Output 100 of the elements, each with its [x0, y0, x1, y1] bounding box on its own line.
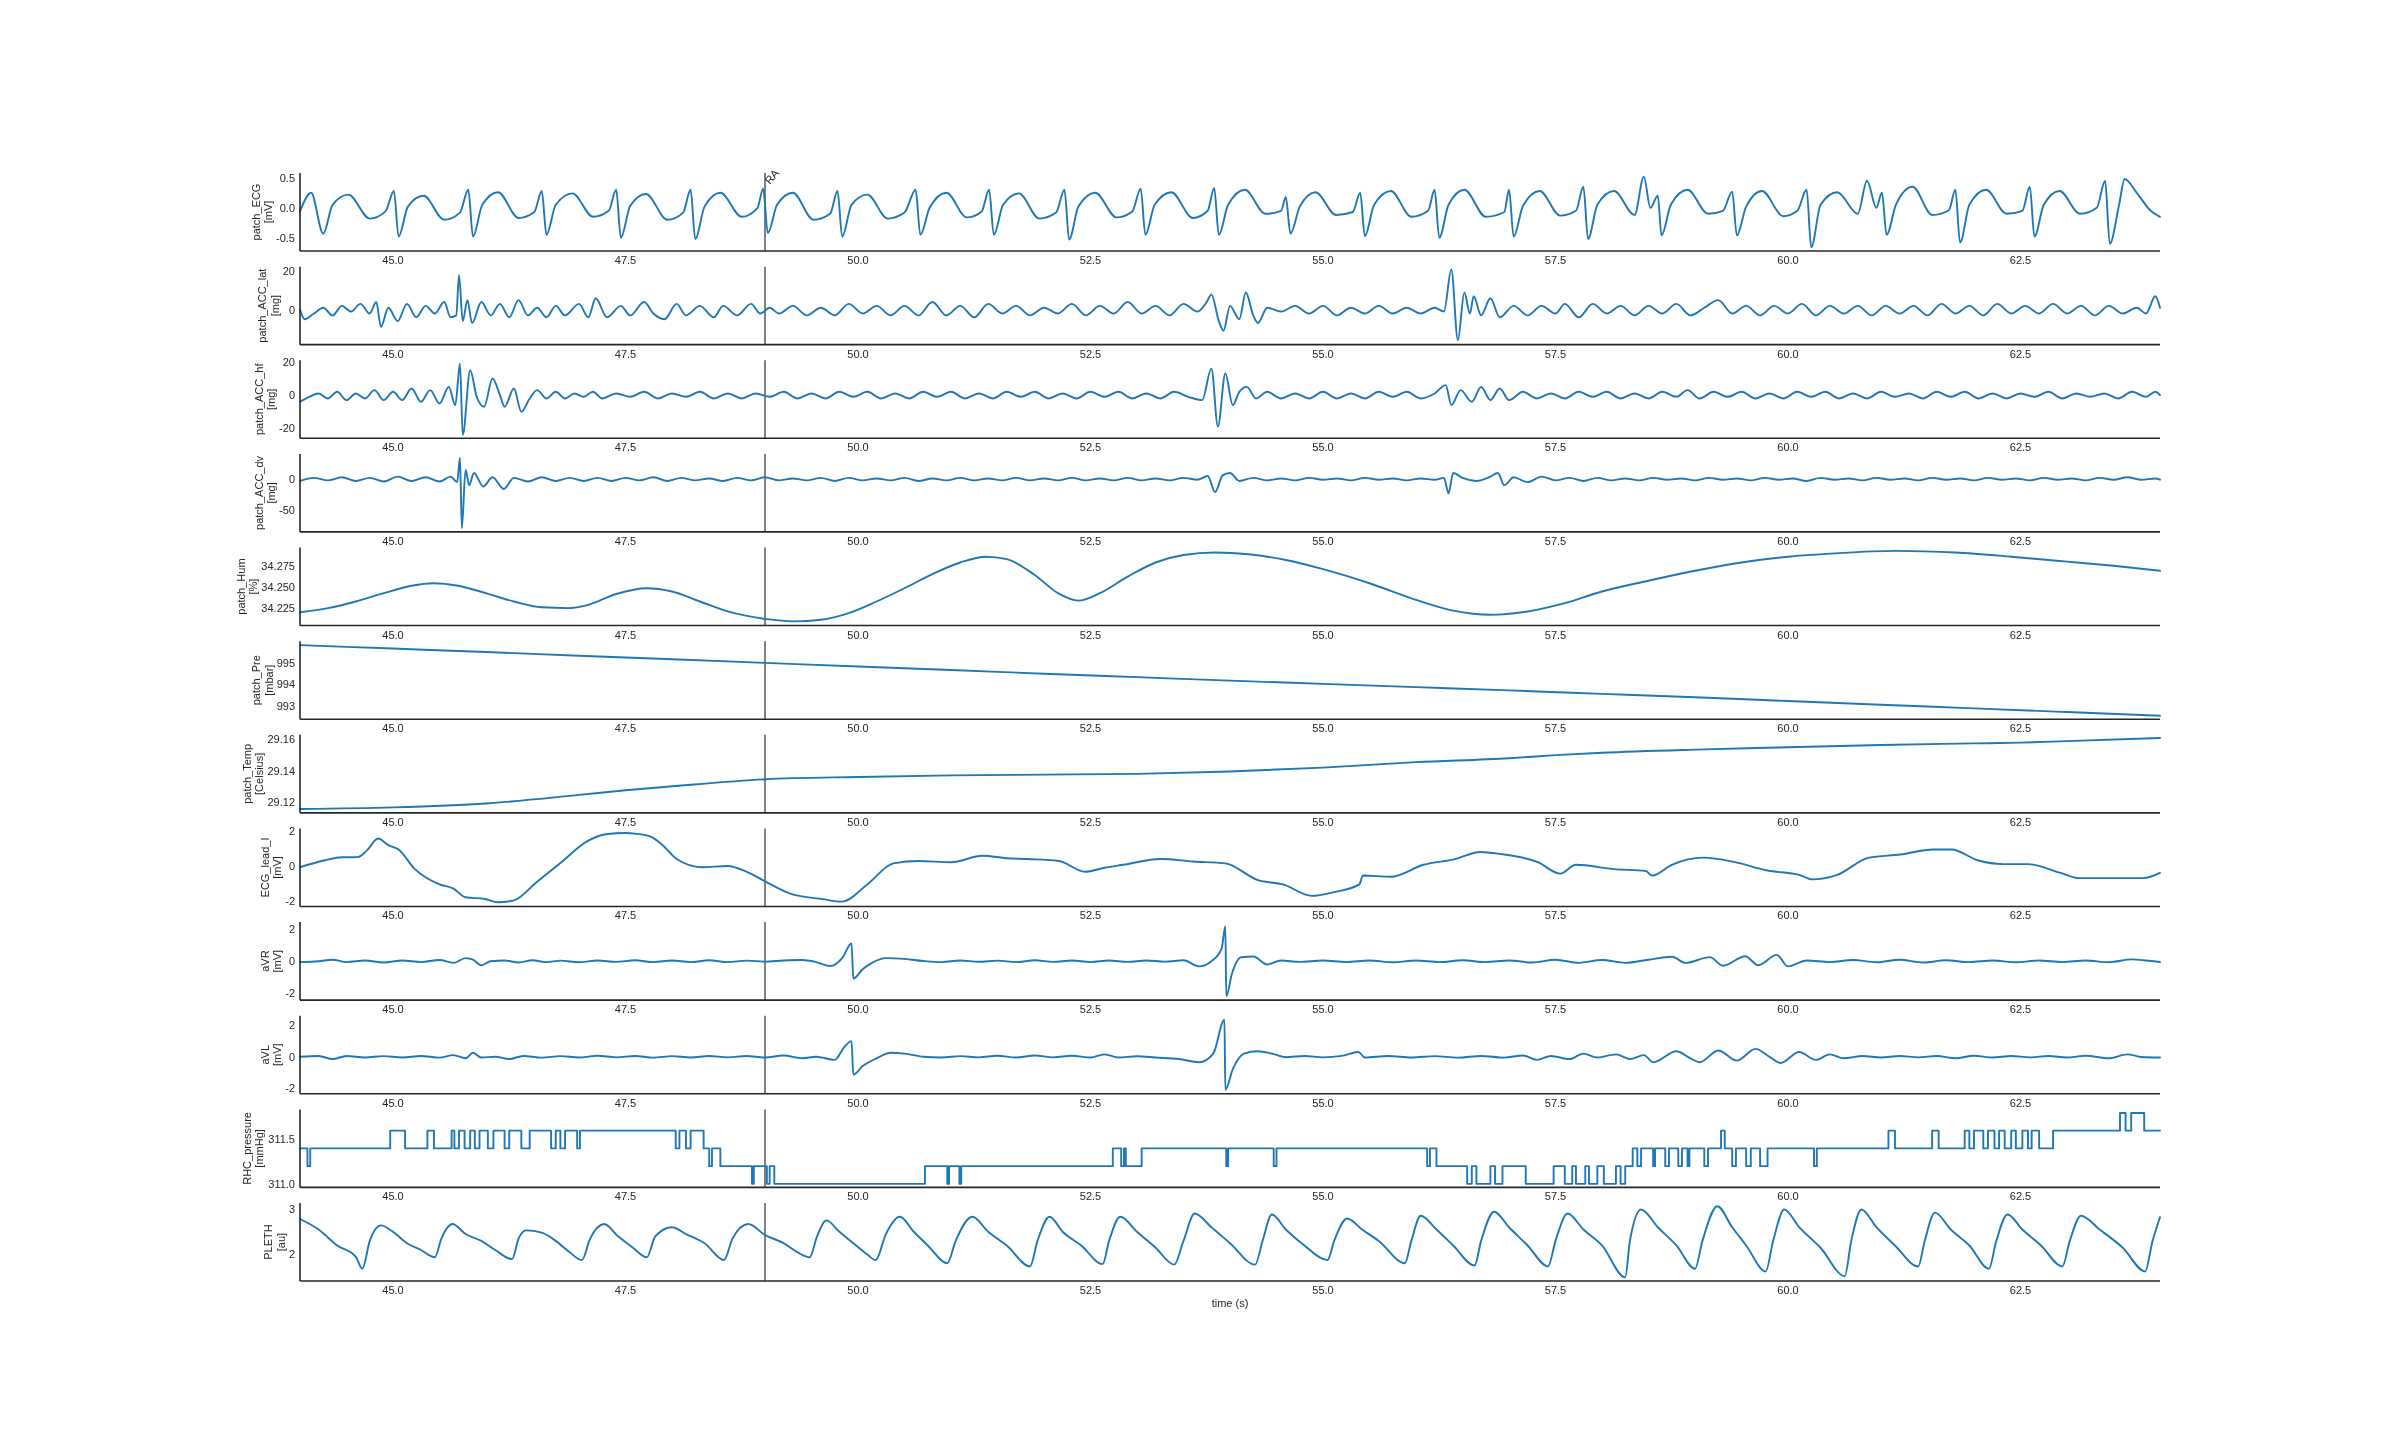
y-tick-label: 2 — [288, 825, 295, 838]
x-tick-label: 57.5 — [1544, 254, 1567, 266]
x-tick-label: 45.0 — [382, 1003, 404, 1016]
x-tick-label: 50.0 — [847, 534, 869, 547]
y-tick-label: -2 — [285, 1081, 295, 1094]
x-tick-label: 50.0 — [847, 628, 869, 641]
x-tick-label: 45.0 — [382, 909, 404, 922]
x-tick-label: 57.5 — [1544, 815, 1567, 828]
y-tick-label: 20 — [282, 355, 295, 368]
y-tick-label: 34.225 — [261, 601, 295, 614]
y-tick-label: -2 — [285, 894, 295, 907]
y-axis-title: patch_ACC_dv [mg] — [252, 455, 278, 530]
x-tick-label: 45.0 — [382, 722, 404, 735]
y-axis-title: patch_Temp [Celsius] — [240, 743, 266, 804]
y-tick-label: 29.16 — [267, 733, 295, 746]
x-tick-label: 57.5 — [1544, 1096, 1567, 1109]
y-tick-label: -2 — [285, 986, 295, 999]
x-tick-label: 55.0 — [1312, 534, 1334, 547]
x-tick-label: 52.5 — [1079, 815, 1102, 828]
x-tick-label: 57.5 — [1544, 1003, 1567, 1016]
x-tick-label: 50.0 — [847, 441, 869, 454]
x-tick-label: 55.0 — [1312, 1284, 1334, 1297]
x-tick-label: 55.0 — [1312, 254, 1334, 266]
x-tick-label: 60.0 — [1777, 815, 1799, 828]
x-tick-label: 45.0 — [382, 441, 404, 454]
x-tick-label: 52.5 — [1079, 628, 1102, 641]
x-tick-label: 47.5 — [614, 347, 637, 360]
y-tick-label: 2 — [288, 1248, 295, 1261]
x-tick-label: 45.0 — [382, 1190, 404, 1203]
y-tick-label: 0 — [288, 1050, 295, 1063]
x-tick-label: 62.5 — [2009, 628, 2032, 641]
x-tick-label: 62.5 — [2009, 1190, 2032, 1203]
x-tick-label: 57.5 — [1544, 722, 1567, 735]
x-tick-label: 45.0 — [382, 254, 404, 266]
x-tick-label: 45.0 — [382, 815, 404, 828]
x-tick-label: 50.0 — [847, 1190, 869, 1203]
x-tick-label: 47.5 — [614, 534, 637, 547]
x-tick-label: 57.5 — [1544, 534, 1567, 547]
x-tick-label: 60.0 — [1777, 1284, 1799, 1297]
y-tick-label: 20 — [282, 265, 295, 278]
x-tick-label: 60.0 — [1777, 254, 1799, 266]
x-tick-label: 62.5 — [2009, 815, 2032, 828]
x-tick-label: 60.0 — [1777, 347, 1799, 360]
y-tick-label: 311.0 — [268, 1177, 295, 1190]
x-tick-label: 45.0 — [382, 347, 404, 360]
x-tick-label: 47.5 — [614, 1190, 637, 1203]
y-tick-label: 995 — [276, 656, 295, 669]
x-tick-label: 50.0 — [847, 1096, 869, 1109]
x-tick-label: 52.5 — [1079, 254, 1102, 266]
y-axis-title: aVR [mV] — [258, 949, 284, 973]
y-axis-title: ECG_lead_I [mV] — [258, 837, 284, 898]
y-tick-label: 3 — [288, 1202, 295, 1215]
x-tick-label: 47.5 — [614, 722, 637, 735]
y-axis-title: patch_Hum [%] — [234, 558, 260, 615]
x-tick-label: 50.0 — [847, 1284, 869, 1297]
y-tick-label: -50 — [279, 503, 295, 516]
x-tick-label: 62.5 — [2009, 1096, 2032, 1109]
y-axis-title: PLETH [au] — [262, 1224, 287, 1260]
x-tick-label: 55.0 — [1312, 1003, 1334, 1016]
x-tick-label: 60.0 — [1777, 722, 1799, 735]
y-axis-title: patch_ACC_hf [mg] — [252, 362, 278, 436]
x-tick-label: 55.0 — [1312, 1096, 1334, 1109]
x-tick-label: 50.0 — [847, 347, 869, 360]
x-tick-label: 57.5 — [1544, 1190, 1567, 1203]
x-tick-label: 60.0 — [1777, 1190, 1799, 1203]
y-axis-title: patch_Pre [mbar] — [250, 655, 275, 706]
x-tick-label: 57.5 — [1544, 441, 1567, 454]
y-tick-label: 2 — [288, 923, 295, 936]
x-tick-label: 57.5 — [1544, 909, 1567, 922]
y-tick-label: 0 — [288, 955, 295, 968]
y-axis-title: patch_ACC_lat [mg] — [256, 268, 281, 343]
x-tick-label: 45.0 — [382, 1284, 404, 1297]
x-tick-label: 55.0 — [1312, 722, 1334, 735]
x-tick-label: 50.0 — [847, 909, 869, 922]
y-tick-label: 0.0 — [279, 201, 295, 214]
x-tick-label: 55.0 — [1312, 347, 1334, 360]
x-tick-label: 52.5 — [1079, 1190, 1102, 1203]
y-axis-title: RHC_pressure [mmHg] — [240, 1112, 266, 1185]
y-tick-label: -0.5 — [276, 231, 295, 244]
y-axis-title: aVL [mV] — [258, 1043, 284, 1067]
y-tick-label: 0 — [288, 388, 295, 401]
y-axis-title: patch_ECG [mV] — [249, 183, 275, 241]
x-tick-label: 60.0 — [1777, 628, 1799, 641]
x-tick-label: 45.0 — [382, 628, 404, 641]
y-tick-label: 0.5 — [279, 171, 295, 184]
x-tick-label: 60.0 — [1777, 1003, 1799, 1016]
x-tick-label: 57.5 — [1544, 628, 1567, 641]
x-tick-label: 62.5 — [2009, 441, 2032, 454]
x-tick-label: 52.5 — [1079, 534, 1102, 547]
y-tick-label: -20 — [279, 422, 295, 435]
x-tick-label: 55.0 — [1312, 628, 1334, 641]
y-tick-label: 29.14 — [267, 764, 295, 777]
y-tick-label: 34.275 — [261, 560, 295, 573]
x-tick-label: 50.0 — [847, 815, 869, 828]
x-tick-label: 47.5 — [614, 1003, 637, 1016]
x-tick-label: 47.5 — [614, 815, 637, 828]
x-tick-label: 62.5 — [2009, 909, 2032, 922]
x-tick-label: 52.5 — [1079, 441, 1102, 454]
y-tick-label: 0 — [288, 303, 295, 316]
x-tick-label: 57.5 — [1544, 347, 1567, 360]
